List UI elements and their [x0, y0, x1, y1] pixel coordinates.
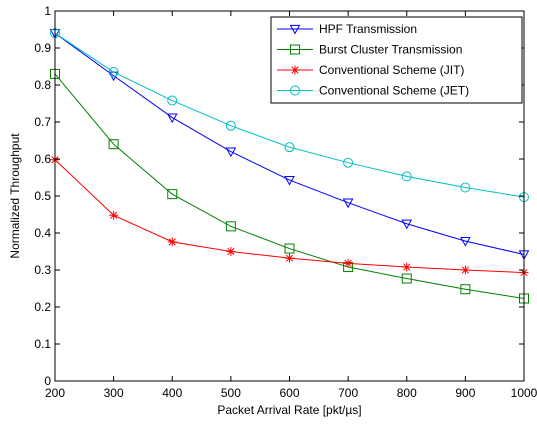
x-axis-label: Packet Arrival Rate [pkt/µs] [217, 403, 361, 417]
data-point [225, 120, 236, 131]
legend-entry: HPF Transmission [277, 22, 417, 36]
y-tick-label: 0.9 [34, 41, 51, 55]
legend-entry: Conventional Scheme (JET) [277, 84, 469, 98]
data-point [167, 95, 178, 106]
legend-label: Conventional Scheme (JET) [319, 84, 469, 98]
data-point [343, 258, 353, 268]
series-layer [49, 28, 530, 304]
legend-marker [290, 85, 300, 96]
data-point [401, 171, 412, 182]
y-tick-label: 0.2 [34, 300, 51, 314]
data-point [166, 113, 178, 124]
legend-entry: Conventional Scheme (JIT) [277, 63, 464, 77]
data-point [401, 273, 412, 284]
x-tick-label: 700 [338, 386, 358, 400]
x-tick-label: 1000 [511, 386, 537, 400]
legend-entry: Burst Cluster Transmission [277, 43, 462, 57]
axis-ticks: 200 300 400 500 600 700 800 900 1000 0 0.1 0.2 0.3 0.… [34, 4, 537, 400]
legend-label: HPF Transmission [319, 22, 417, 36]
data-point [343, 157, 354, 168]
x-tick-label: 400 [162, 386, 182, 400]
x-tick-label: 800 [397, 386, 417, 400]
data-point [284, 175, 295, 186]
legend-box [270, 16, 523, 104]
y-tick-label: 0.3 [34, 263, 51, 277]
series-line [54, 32, 525, 255]
y-tick-label: 0.8 [34, 78, 51, 92]
legend: HPF Transmission Burst Cluster Transmissi… [270, 16, 523, 104]
legend-marker [289, 24, 301, 35]
x-tick-label: 600 [279, 386, 299, 400]
y-axis-label: Normalized Throughput [8, 133, 22, 259]
legend-marker [290, 65, 300, 75]
y-tick-label: 0.7 [34, 115, 51, 129]
legend-label: Burst Cluster Transmission [319, 43, 462, 57]
y-tick-label: 0.4 [34, 226, 51, 240]
data-point [460, 237, 471, 247]
data-point [401, 219, 413, 230]
data-point [460, 284, 471, 295]
x-tick-label: 500 [221, 386, 241, 400]
y-tick-label: 0.1 [34, 337, 51, 351]
data-point [284, 243, 295, 254]
series-line [54, 73, 525, 299]
x-tick-label: 300 [104, 386, 124, 400]
data-point [284, 142, 295, 153]
legend-marker [290, 44, 300, 55]
data-point [402, 262, 412, 272]
data-point [342, 198, 354, 209]
series-line [54, 32, 525, 198]
data-point [167, 189, 178, 200]
data-point [225, 147, 237, 158]
x-tick-label: 900 [455, 386, 475, 400]
y-tick-label: 0.6 [34, 152, 51, 166]
data-point [167, 237, 177, 247]
data-point [109, 210, 119, 220]
y-tick-label: 0.5 [34, 189, 51, 203]
data-point [108, 67, 119, 78]
y-tick-label: 0 [44, 374, 51, 388]
data-point [225, 221, 236, 232]
data-point [460, 265, 470, 275]
x-tick-label: 200 [45, 386, 65, 400]
data-point [108, 139, 119, 150]
series-2 [50, 68, 529, 304]
y-tick-label: 1 [44, 4, 51, 18]
data-point [460, 182, 471, 193]
data-point [285, 253, 294, 263]
data-point [226, 247, 236, 256]
legend-label: Conventional Scheme (JIT) [319, 63, 464, 77]
